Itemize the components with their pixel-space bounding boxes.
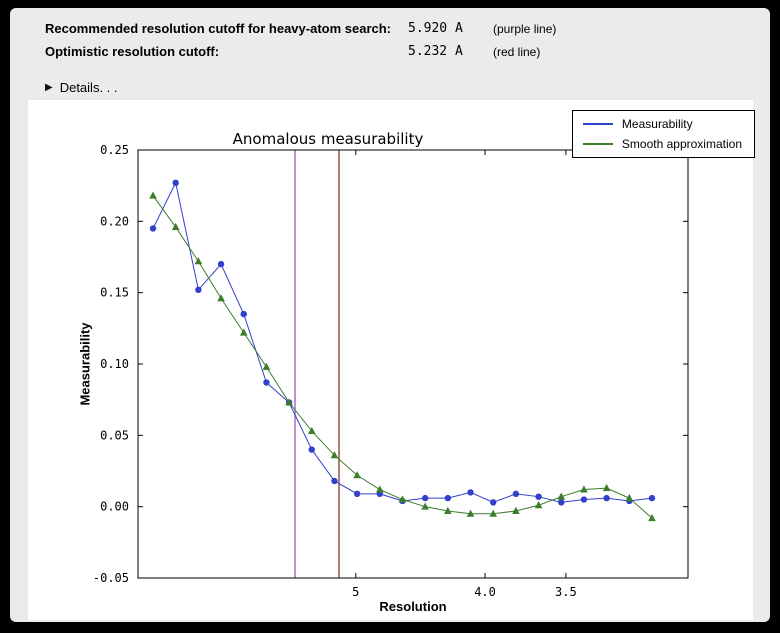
recommended-cutoff-row: Recommended resolution cutoff for heavy-… (45, 21, 760, 39)
optimistic-cutoff-value: 5.232 A (408, 44, 463, 59)
data-point-smooth-approximation (149, 191, 157, 199)
plot-frame (137, 149, 689, 579)
purple-line-note: (purple line) (493, 22, 557, 36)
x-tick-label: 5 (352, 585, 359, 599)
optimistic-cutoff-label: Optimistic resolution cutoff: (45, 44, 220, 59)
data-point-measurability (331, 477, 338, 485)
disclosure-triangle-icon: ▶ (45, 81, 53, 93)
data-point-smooth-approximation (489, 509, 498, 517)
data-point-smooth-approximation (580, 485, 588, 493)
data-point-smooth-approximation (285, 398, 293, 406)
legend-label-measurability: Measurability (621, 117, 693, 131)
data-point-smooth-approximation (444, 506, 452, 514)
x-tick-label: 3.5 (555, 585, 577, 599)
data-point-measurability (580, 496, 588, 503)
legend-line-swatch-blue (582, 123, 613, 125)
measurability-plot-svg: 0.25 0.20 0.15 0.10 0.05 0.00 -0.05 5 4.0 3.5 (93, 143, 689, 599)
data-point-measurability (490, 499, 497, 506)
data-point-measurability (172, 179, 179, 187)
data-point-measurability (535, 493, 542, 500)
data-point-smooth-approximation (376, 485, 384, 493)
data-point-measurability (240, 310, 247, 318)
data-point-smooth-approximation (353, 471, 361, 479)
data-point-measurability (558, 499, 565, 506)
results-panel: Recommended resolution cutoff for heavy-… (10, 8, 770, 622)
plot-canvas: 0.25 0.20 0.15 0.10 0.05 0.00 -0.05 5 4.0 3.5 Ano… (28, 100, 755, 620)
data-point-smooth-approximation (466, 509, 475, 517)
data-point-smooth-approximation (398, 495, 407, 503)
y-tick-label: 0.20 (100, 214, 129, 228)
x-axis-label: Resolution (379, 599, 447, 614)
y-tick-label: 0.15 (100, 286, 129, 300)
data-point-smooth-approximation (194, 257, 203, 265)
details-label: Details. . . (59, 80, 118, 95)
y-tick-label: 0.05 (100, 428, 129, 442)
data-point-smooth-approximation (262, 362, 271, 370)
data-point-measurability (467, 489, 474, 496)
details-disclosure[interactable]: ▶ Details. . . (45, 80, 118, 95)
data-point-smooth-approximation (602, 483, 611, 492)
legend-line-swatch-green (582, 143, 613, 145)
recommended-cutoff-value: 5.920 A (408, 21, 463, 36)
data-point-smooth-approximation (239, 328, 248, 336)
data-point-smooth-approximation (171, 222, 180, 231)
data-point-measurability (444, 494, 452, 502)
chart-title: Anomalous measurability (232, 130, 424, 148)
y-tick-label: -0.05 (93, 571, 129, 585)
y-tick-label: 0.10 (100, 357, 129, 371)
data-point-measurability (648, 494, 656, 502)
red-line-note: (red line) (493, 45, 541, 59)
data-point-measurability (263, 379, 270, 386)
x-tick-label: 4.0 (474, 585, 496, 599)
data-point-measurability (149, 225, 157, 232)
y-tick-label: 0.00 (100, 500, 129, 514)
data-point-measurability (195, 286, 202, 294)
data-point-measurability (353, 490, 361, 498)
data-point-measurability (603, 494, 610, 502)
data-point-measurability (217, 260, 225, 268)
legend-item-smooth-approximation: Smooth approximation (582, 137, 742, 151)
data-point-smooth-approximation (648, 513, 656, 522)
legend-item-measurability: Measurability (582, 117, 742, 131)
recommended-cutoff-label: Recommended resolution cutoff for heavy-… (45, 21, 392, 36)
data-point-measurability (308, 446, 315, 453)
data-point-measurability (421, 494, 429, 502)
optimistic-cutoff-row: Optimistic resolution cutoff: 5.232 A (r… (45, 44, 760, 62)
data-point-smooth-approximation (421, 502, 429, 510)
y-tick-label: 0.25 (100, 143, 129, 157)
data-point-measurability (512, 490, 520, 498)
data-point-smooth-approximation (217, 294, 225, 302)
chart-legend: Measurability Smooth approximation (571, 110, 755, 158)
data-point-smooth-approximation (330, 451, 339, 459)
data-point-smooth-approximation (625, 493, 634, 502)
data-point-smooth-approximation (307, 426, 316, 435)
data-point-smooth-approximation (512, 506, 520, 514)
y-axis-label: Measurability (77, 322, 93, 406)
legend-label-smooth-approximation: Smooth approximation (621, 137, 742, 151)
data-point-smooth-approximation (534, 501, 543, 509)
data-point-smooth-approximation (557, 492, 566, 500)
